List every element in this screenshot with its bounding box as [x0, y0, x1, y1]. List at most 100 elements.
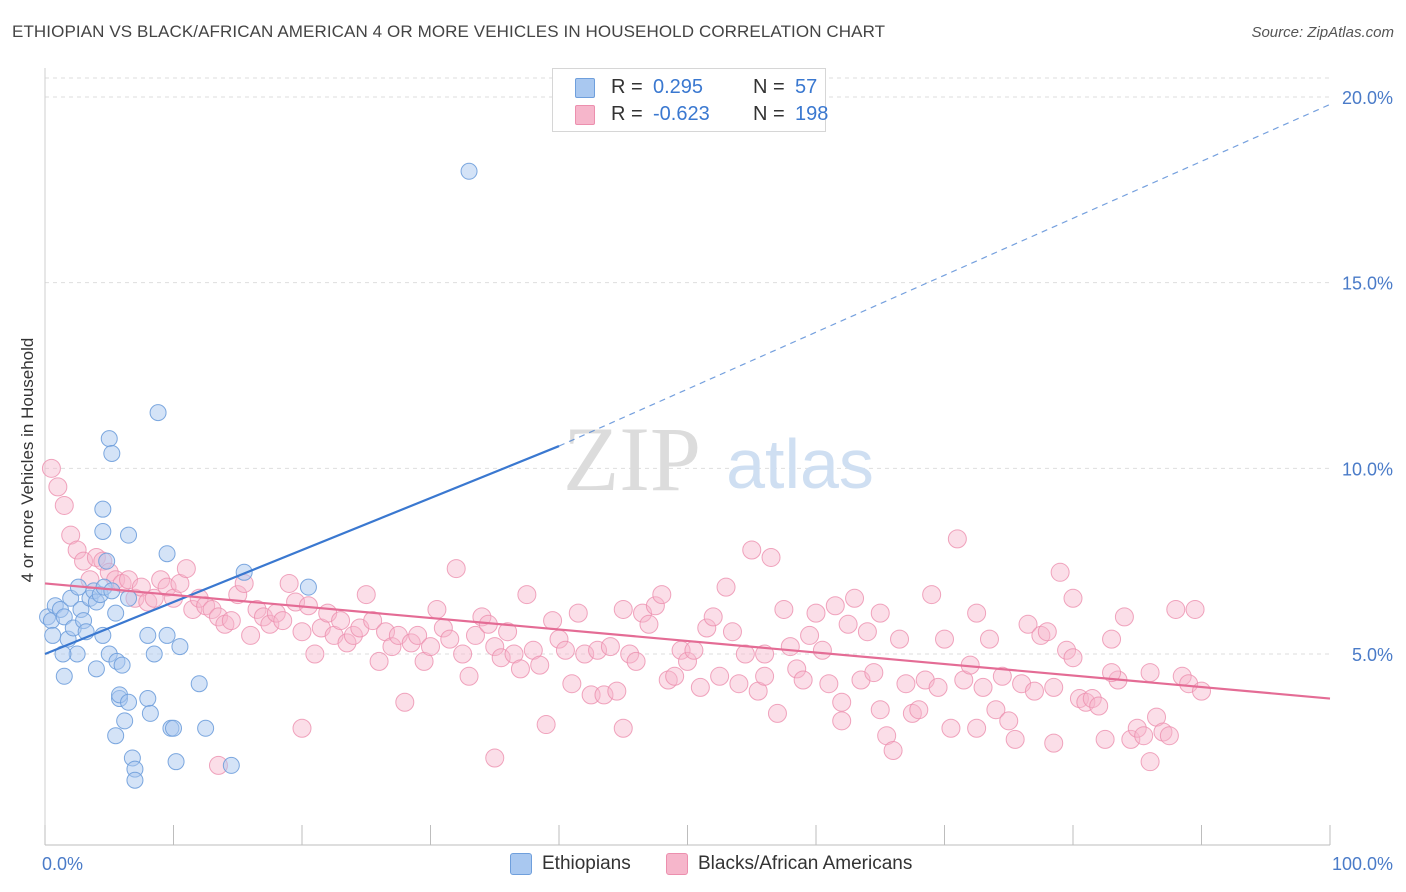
- data-point-blacks: [241, 625, 261, 645]
- trend-line-ethiopians: [44, 445, 560, 656]
- data-point-blacks: [992, 666, 1012, 686]
- legend-r-label: R =: [611, 76, 643, 98]
- data-point-ethiopians: [222, 756, 240, 774]
- legend-label-blacks: Blacks/African Americans: [698, 853, 913, 874]
- data-point-ethiopians: [126, 771, 144, 789]
- data-point-blacks: [761, 547, 781, 567]
- data-point-blacks: [491, 648, 511, 668]
- data-point-blacks: [909, 700, 929, 720]
- data-point-blacks: [575, 644, 595, 664]
- data-point-ethiopians: [139, 690, 157, 708]
- data-point-blacks: [825, 596, 845, 616]
- data-point-blacks: [722, 622, 742, 642]
- data-point-blacks: [973, 677, 993, 697]
- data-point-blacks: [703, 607, 723, 627]
- data-point-blacks: [864, 663, 884, 683]
- tick-labels: 5.0% 10.0% 15.0% 20.0% 0.0% 100.0%: [42, 88, 1393, 874]
- data-point-blacks: [832, 692, 852, 712]
- data-point-blacks: [305, 644, 325, 664]
- data-point-blacks: [363, 611, 383, 631]
- data-point-blacks: [832, 711, 852, 731]
- x-tick-label: 100.0%: [1332, 854, 1393, 874]
- legend-r-value: 0.295: [653, 76, 704, 98]
- data-point-blacks: [979, 629, 999, 649]
- data-point-blacks: [54, 495, 74, 515]
- data-point-blacks: [440, 629, 460, 649]
- data-point-blacks: [1057, 640, 1077, 660]
- data-point-ethiopians: [145, 645, 163, 663]
- data-point-blacks: [607, 681, 627, 701]
- data-point-blacks: [883, 741, 903, 761]
- data-point-ethiopians: [167, 753, 185, 771]
- data-point-blacks: [517, 585, 537, 605]
- data-point-ethiopians: [107, 604, 125, 622]
- data-point-blacks: [690, 677, 710, 697]
- series-ethiopians-points: [39, 162, 478, 789]
- data-point-blacks: [459, 666, 479, 686]
- data-point-blacks: [1089, 696, 1109, 716]
- data-point-blacks: [1192, 681, 1211, 701]
- series-blacks-points: [41, 458, 1211, 775]
- data-point-blacks: [543, 611, 563, 631]
- legend-swatch-ethiopians: [510, 853, 532, 875]
- data-point-blacks: [1005, 729, 1025, 749]
- data-point-blacks: [485, 748, 505, 768]
- data-point-ethiopians: [171, 638, 189, 656]
- data-point-blacks: [729, 674, 749, 694]
- data-point-blacks: [613, 599, 633, 619]
- data-point-blacks: [710, 666, 730, 686]
- trend-line-ethiopians-extension: [558, 103, 1331, 447]
- data-point-blacks: [382, 637, 402, 657]
- data-point-blacks: [742, 540, 762, 560]
- data-point-blacks: [465, 625, 485, 645]
- legend-swatch-ethiopians: [575, 78, 595, 98]
- data-point-blacks: [337, 633, 357, 653]
- data-point-blacks: [208, 607, 228, 627]
- data-point-ethiopians: [103, 444, 121, 462]
- data-point-blacks: [645, 596, 665, 616]
- data-point-blacks: [421, 637, 440, 657]
- data-point-blacks: [247, 599, 267, 619]
- legend-n-value: 198: [795, 103, 829, 125]
- watermark: ZIP atlas: [563, 408, 874, 510]
- x-tick-label: 0.0%: [42, 854, 83, 874]
- data-point-blacks: [356, 585, 376, 605]
- data-point-blacks: [279, 573, 299, 593]
- data-point-blacks: [292, 718, 312, 738]
- data-point-ethiopians: [141, 704, 159, 722]
- data-point-blacks: [774, 599, 794, 619]
- data-point-blacks: [767, 703, 787, 723]
- data-point-blacks: [1140, 752, 1160, 772]
- data-point-blacks: [999, 711, 1019, 731]
- data-point-blacks: [806, 603, 826, 623]
- legend-n-label: N =: [753, 76, 785, 98]
- data-point-blacks: [845, 588, 865, 608]
- data-point-blacks: [395, 692, 415, 712]
- data-point-blacks: [922, 585, 942, 605]
- data-point-ethiopians: [87, 660, 105, 678]
- data-point-blacks: [588, 640, 608, 660]
- data-point-blacks: [716, 577, 736, 597]
- legend-label-ethiopians: Ethiopians: [542, 853, 631, 874]
- data-point-blacks: [1050, 562, 1070, 582]
- data-point-blacks: [1102, 663, 1122, 683]
- data-point-blacks: [896, 674, 916, 694]
- correlation-legend: R = 0.295 N = 57 R = -0.623 N = 198: [552, 68, 829, 132]
- data-point-blacks: [1063, 648, 1083, 668]
- data-point-blacks: [947, 529, 967, 549]
- data-point-ethiopians: [100, 430, 118, 448]
- data-point-blacks: [1095, 729, 1115, 749]
- data-point-blacks: [510, 659, 530, 679]
- data-point-blacks: [1114, 607, 1134, 627]
- data-point-ethiopians: [98, 552, 116, 570]
- data-point-blacks: [620, 644, 640, 664]
- data-point-blacks: [1127, 718, 1147, 738]
- data-point-blacks: [215, 614, 235, 634]
- data-point-ethiopians: [460, 162, 478, 180]
- data-point-blacks: [639, 614, 659, 634]
- data-point-blacks: [41, 458, 61, 478]
- data-point-blacks: [292, 622, 312, 642]
- data-point-ethiopians: [299, 578, 317, 596]
- data-point-blacks: [1024, 681, 1044, 701]
- data-point-blacks: [67, 540, 87, 560]
